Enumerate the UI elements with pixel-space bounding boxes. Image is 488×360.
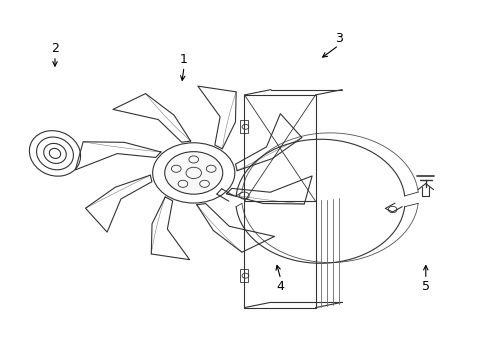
Bar [239,121,248,133]
Bar [239,269,248,282]
Text: 5: 5 [421,280,429,293]
Text: 1: 1 [180,53,187,66]
Circle shape [164,152,223,194]
Text: 2: 2 [51,42,59,55]
Text: 3: 3 [334,32,342,45]
Text: 4: 4 [276,280,284,293]
